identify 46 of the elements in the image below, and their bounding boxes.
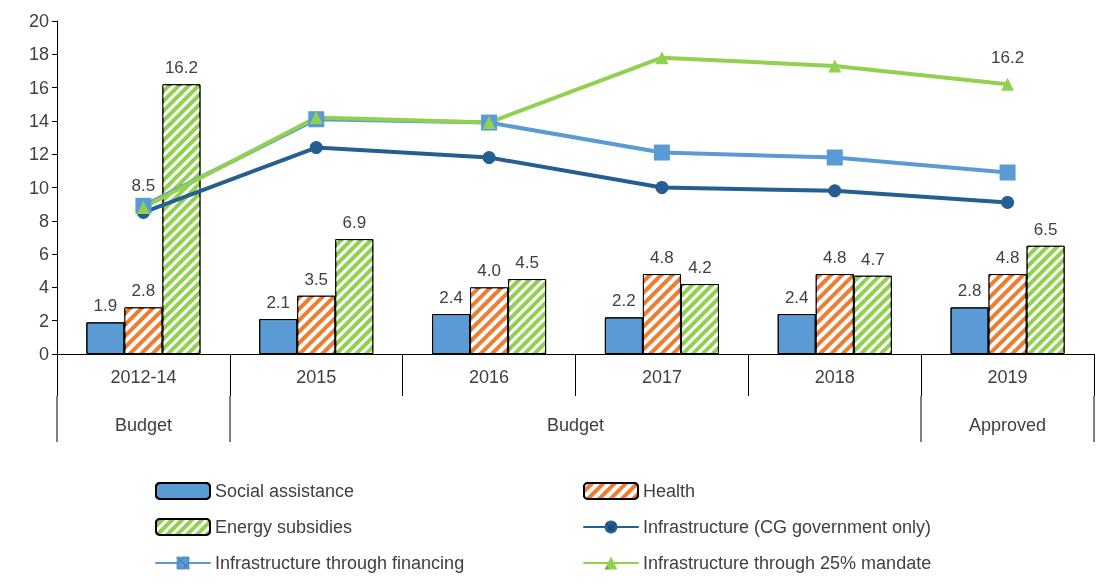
- y-tick-label: 6: [38, 244, 49, 265]
- legend-label: Infrastructure (CG government only): [643, 517, 932, 537]
- x-tick-label: 2017: [641, 367, 682, 387]
- data-label: 2.4: [784, 288, 809, 308]
- text: Budget: [546, 415, 605, 435]
- data-label: 2.4: [439, 288, 463, 308]
- data-label: 16.2: [991, 47, 1025, 67]
- data-label: 4.2: [688, 258, 712, 278]
- x-tick-label: 2019: [987, 367, 1028, 387]
- y-tick-label: 2: [38, 310, 49, 331]
- data-label: 4.5: [515, 253, 539, 273]
- data-label: 4.8: [995, 248, 1020, 268]
- legend-label: Infrastructure through 25% mandate: [643, 553, 932, 573]
- x-tick-label: 2012-14: [110, 367, 177, 387]
- x-tick-label: 2015: [296, 367, 337, 387]
- data-label: 4.0: [477, 261, 501, 281]
- data-label: 2.8: [131, 281, 156, 301]
- data-label: 6.5: [1033, 219, 1058, 239]
- y-tick-label: 0: [38, 344, 49, 364]
- legend-label: Health: [643, 481, 696, 501]
- data-label: 8.5: [131, 175, 156, 195]
- data-label: 4.8: [650, 248, 674, 268]
- data-label: 2.1: [266, 293, 291, 313]
- data-label: 16.2: [164, 58, 198, 78]
- data-label: 4.7: [860, 249, 885, 269]
- data-label: 2.2: [612, 291, 636, 311]
- x-tick-label: 2016: [469, 367, 510, 387]
- data-label: 2.8: [957, 281, 982, 301]
- y-tick-label: 20: [28, 11, 49, 31]
- y-tick-label: 4: [38, 277, 49, 298]
- legend-label: Social assistance: [215, 481, 355, 501]
- legend-label: Energy subsidies: [215, 517, 353, 537]
- data-label: 1.9: [93, 296, 118, 316]
- data-label: 3.5: [304, 269, 329, 289]
- text: Budget: [114, 415, 172, 435]
- data-label: 6.9: [342, 213, 367, 233]
- y-tick-label: 14: [28, 110, 49, 131]
- data-label: 4.8: [822, 248, 847, 268]
- legend-label: Infrastructure through financing: [215, 553, 465, 573]
- y-tick-label: 12: [28, 144, 49, 165]
- x-tick-label: 2018: [814, 367, 855, 387]
- y-tick-label: 18: [28, 44, 49, 65]
- text: Approved: [969, 415, 1047, 435]
- y-tick-label: 8: [38, 210, 49, 231]
- y-tick-label: 16: [28, 77, 49, 98]
- y-tick-label: 10: [28, 177, 49, 198]
